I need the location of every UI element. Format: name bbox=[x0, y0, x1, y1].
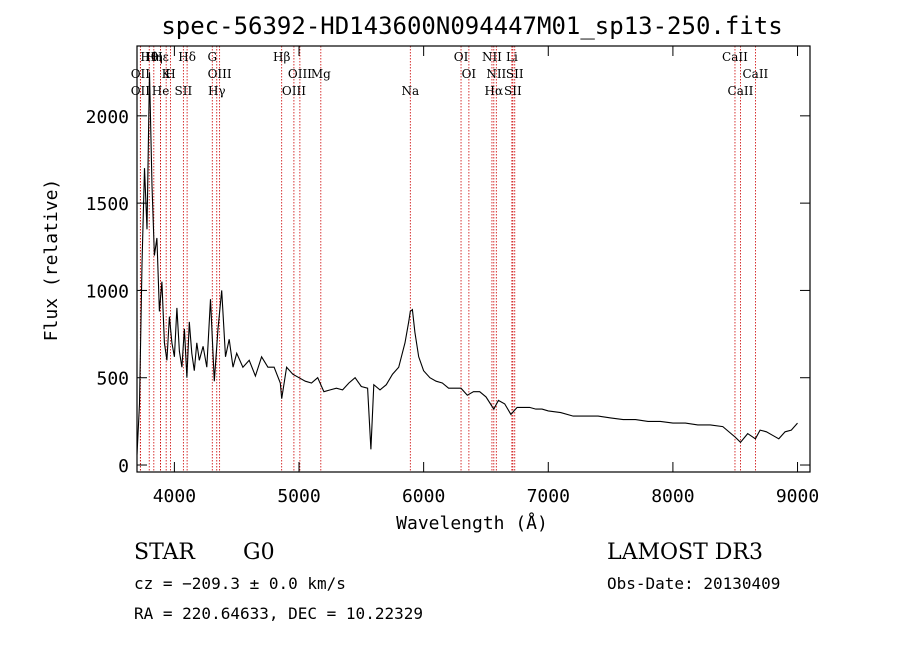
line-marker-labels: HθOIIOIIHηKHeHεHSIIHδOIIIHγGOIIIOIIIHβMg… bbox=[131, 50, 769, 98]
marker-label-1: OII bbox=[131, 67, 151, 81]
survey-name: LAMOST DR3 bbox=[607, 540, 763, 565]
marker-label-6: Hε bbox=[152, 50, 169, 64]
y-axis-ticks: 0 500 1000 1500 2000 bbox=[86, 107, 810, 477]
marker-label-17: Na bbox=[401, 84, 419, 98]
x-axis-ticks: 4000 5000 6000 7000 8000 9000 bbox=[153, 46, 819, 507]
marker-label-19: OI bbox=[462, 67, 477, 81]
marker-label-4: K bbox=[162, 67, 172, 81]
y-axis-label: Flux (relative) bbox=[41, 179, 62, 342]
object-type: STAR bbox=[134, 540, 195, 565]
marker-label-9: Hδ bbox=[178, 50, 196, 64]
marker-label-18: OI bbox=[454, 50, 469, 64]
x-tick-label-1: 5000 bbox=[277, 486, 320, 507]
y-tick-label-0: 0 bbox=[118, 456, 129, 477]
marker-label-27: CaII bbox=[722, 50, 748, 64]
marker-label-23: SII bbox=[504, 84, 522, 98]
marker-label-22: NII bbox=[486, 67, 506, 81]
plot-frame bbox=[136, 45, 811, 473]
marker-label-5: He bbox=[152, 84, 170, 98]
y-tick-label-1: 500 bbox=[96, 369, 129, 390]
x-tick-label-5: 9000 bbox=[776, 486, 819, 507]
marker-label-24: Li bbox=[506, 50, 518, 64]
x-tick-label-3: 7000 bbox=[527, 486, 570, 507]
marker-label-11: Hγ bbox=[208, 84, 226, 98]
marker-label-13: OIII bbox=[288, 67, 312, 81]
marker-label-12: G bbox=[207, 50, 217, 64]
marker-label-2: OII bbox=[131, 84, 151, 98]
marker-label-7: H bbox=[165, 67, 175, 81]
marker-label-21: NII bbox=[482, 50, 502, 64]
marker-label-10: OIII bbox=[208, 67, 232, 81]
x-tick-label-2: 6000 bbox=[402, 486, 445, 507]
marker-label-26: CaII bbox=[728, 84, 754, 98]
marker-label-15: Hβ bbox=[273, 50, 290, 64]
y-tick-label-2: 1000 bbox=[86, 281, 129, 302]
marker-label-28: CaII bbox=[742, 67, 768, 81]
line-markers bbox=[139, 46, 756, 472]
marker-label-8: SII bbox=[175, 84, 193, 98]
marker-label-20: Hα bbox=[485, 84, 504, 98]
x-tick-label-4: 8000 bbox=[651, 486, 694, 507]
observation-date: Obs-Date: 20130409 bbox=[607, 574, 781, 593]
marker-label-3: Hη bbox=[145, 50, 163, 64]
redshift-cz: cz = −209.3 ± 0.0 km/s bbox=[134, 574, 346, 593]
x-tick-label-0: 4000 bbox=[153, 486, 196, 507]
y-tick-label-4: 2000 bbox=[86, 107, 129, 128]
coordinates: RA = 220.64633, DEC = 10.22329 bbox=[134, 604, 423, 623]
chart-title: spec-56392-HD143600N094447M01_sp13-250.f… bbox=[161, 12, 782, 40]
spectral-subclass: G0 bbox=[243, 540, 275, 565]
x-axis-label: Wavelength (Å) bbox=[396, 512, 548, 534]
marker-label-16: Mg bbox=[311, 67, 331, 81]
marker-label-14: OIII bbox=[282, 84, 306, 98]
marker-label-0: Hθ bbox=[140, 50, 158, 64]
y-tick-label-3: 1500 bbox=[86, 194, 129, 215]
spectrum-line bbox=[136, 72, 798, 455]
marker-label-25: SII bbox=[506, 67, 524, 81]
